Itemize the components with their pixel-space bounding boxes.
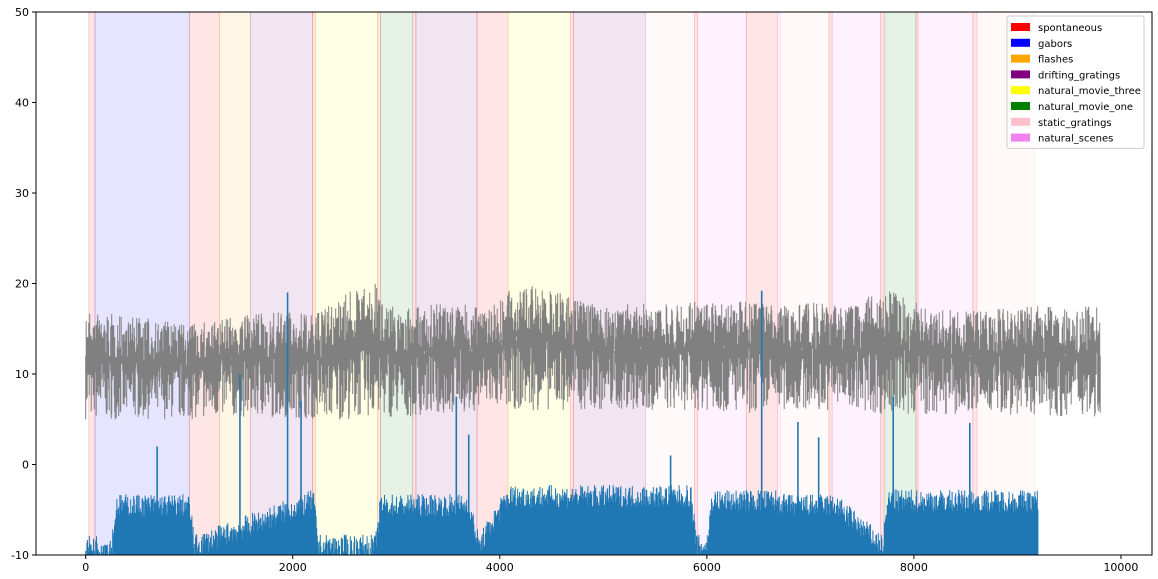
y-tick-label: 40: [15, 97, 29, 110]
stimulus-band-natural_movie_three: [315, 12, 378, 555]
stimulus-band-natural_scenes: [697, 12, 747, 555]
x-tick-label: 2000: [279, 561, 307, 574]
x-tick-label: 10000: [1103, 561, 1138, 574]
stimulus-band-natural_movie_one: [884, 12, 917, 555]
legend-swatch-flashes: [1011, 54, 1030, 63]
blue-series-line: [85, 485, 1039, 555]
series-layer: [85, 283, 1101, 555]
stimulus-band-spontaneous: [694, 12, 698, 555]
stimulus-band-drifting_gratings: [573, 12, 647, 555]
stimulus-band-spontaneous: [476, 12, 509, 555]
legend-label-drifting_gratings: drifting_gratings: [1038, 70, 1120, 81]
y-tick-label: 50: [15, 6, 29, 19]
legend-label-natural_movie_three: natural_movie_three: [1038, 86, 1141, 97]
stimulus-band-natural_scenes: [776, 12, 781, 555]
legend-swatch-gabors: [1011, 38, 1030, 47]
stimulus-band-natural_scenes: [831, 12, 882, 555]
stimulus-band-natural_movie_three: [507, 12, 571, 555]
legend-label-spontaneous: spontaneous: [1038, 23, 1102, 34]
stimulus-band-spontaneous: [828, 12, 833, 555]
stimulus-band-gabors: [94, 12, 190, 555]
stimulus-band-flashes: [219, 12, 251, 555]
stimulus-band-static_gratings: [883, 12, 886, 555]
legend-swatch-spontaneous: [1011, 23, 1030, 31]
legend-swatch-drifting_gratings: [1011, 70, 1030, 79]
x-tick-label: 4000: [486, 561, 514, 574]
stimulus-band-spontaneous: [312, 12, 316, 555]
x-axis: 0 2000 4000 6000 8000 10000: [82, 555, 1138, 574]
stimulus-band-drifting_gratings: [250, 12, 313, 555]
stimulus-band-spontaneous: [412, 12, 417, 555]
legend-label-natural_scenes: natural_scenes: [1038, 134, 1113, 145]
legend-swatch-natural_scenes: [1011, 133, 1030, 142]
legend-label-flashes: flashes: [1038, 55, 1073, 66]
stimulus-band-natural_scenes: [917, 12, 974, 555]
stimulus-band-spontaneous: [88, 12, 96, 555]
stimulus-band-spontaneous: [377, 12, 381, 555]
legend-swatch-natural_movie_one: [1011, 102, 1030, 110]
x-tick-label: 6000: [693, 561, 721, 574]
legend-label-natural_movie_one: natural_movie_one: [1038, 102, 1133, 113]
y-tick-label: 0: [22, 459, 29, 472]
stimulus-band-spontaneous: [569, 12, 574, 555]
x-tick-label: 0: [82, 561, 89, 574]
legend-label-static_gratings: static_gratings: [1038, 118, 1112, 129]
y-tick-label: 10: [15, 368, 29, 381]
y-tick-label: 20: [15, 278, 29, 291]
legend-label-gabors: gabors: [1038, 39, 1072, 50]
y-tick-label: 30: [15, 187, 29, 200]
x-tick-label: 8000: [900, 561, 928, 574]
stimulus-band-spontaneous: [972, 12, 978, 555]
stimulus-bands: [88, 12, 1036, 555]
legend-box: [1006, 15, 1145, 149]
y-tick-label: -10: [11, 549, 29, 562]
y-axis: -10 0 10 20 30 40 50: [11, 6, 36, 562]
stimulus-band-spontaneous: [880, 12, 885, 555]
stimulus-band-spontaneous: [188, 12, 221, 555]
stimulus-band-spontaneous: [915, 12, 919, 555]
legend: spontaneous gabors flashes drifting_grating…: [1006, 15, 1145, 149]
stimulus-band-natural_movie_one: [380, 12, 414, 555]
stimulus-band-static_gratings: [780, 12, 830, 555]
stimulus-band-drifting_gratings: [415, 12, 478, 555]
legend-swatch-static_gratings: [1011, 117, 1030, 126]
legend-swatch-natural_movie_three: [1011, 86, 1030, 95]
